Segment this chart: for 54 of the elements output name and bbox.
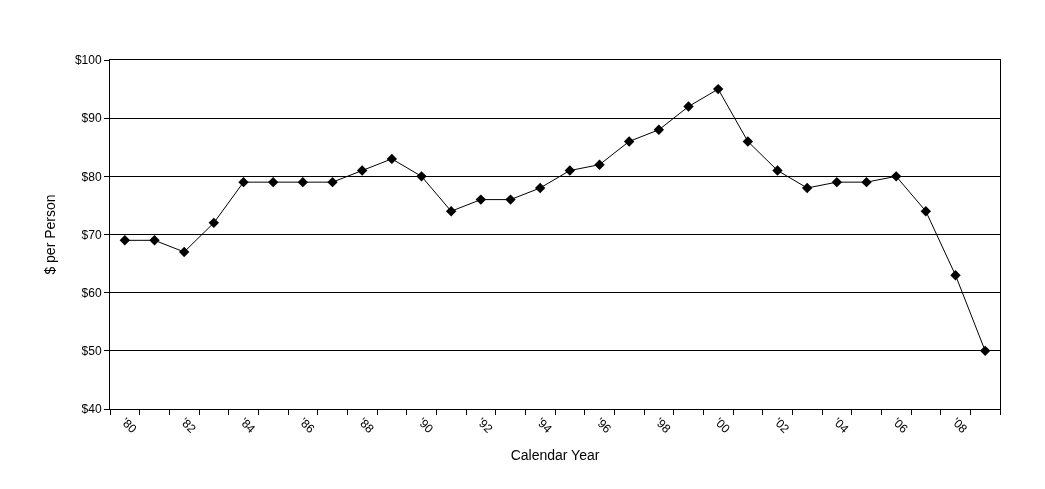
- point: [564, 165, 576, 176]
- point: [475, 194, 487, 205]
- point: [356, 165, 368, 176]
- point: [623, 136, 635, 147]
- point: [861, 176, 872, 188]
- point: [119, 235, 131, 246]
- point: [979, 345, 991, 357]
- point: [297, 176, 309, 188]
- x-tick-label: '82: [177, 414, 199, 437]
- point: [742, 136, 754, 147]
- x-tick-label: '96: [593, 414, 615, 437]
- point: [208, 217, 220, 229]
- x-tick-label: '06: [889, 414, 911, 437]
- x-tick-label: '86: [296, 414, 318, 437]
- point: [178, 246, 190, 258]
- x-tick-label: '90: [415, 414, 437, 437]
- x-axis-title: Calendar Year: [510, 447, 600, 464]
- point: [890, 171, 902, 182]
- x-tick-label: '88: [355, 414, 377, 437]
- point: [772, 165, 783, 176]
- x-tick-label: '80: [118, 414, 140, 437]
- point: [831, 176, 843, 188]
- point: [683, 101, 694, 112]
- y-tick-label: $60: [81, 285, 102, 300]
- point: [238, 176, 249, 188]
- point: [416, 171, 427, 182]
- point: [445, 206, 457, 217]
- point: [594, 159, 605, 170]
- point: [267, 176, 279, 188]
- point: [712, 83, 724, 95]
- point: [801, 182, 813, 194]
- x-tick-label: '84: [237, 414, 259, 437]
- y-tick-label: $40: [81, 402, 102, 417]
- x-tick-label: '92: [474, 414, 496, 437]
- point: [327, 176, 338, 188]
- point: [534, 182, 546, 194]
- x-tick-label: '08: [949, 414, 971, 437]
- x-tick-label: '00: [711, 414, 733, 437]
- y-tick-label: $70: [81, 227, 102, 242]
- point: [950, 270, 961, 281]
- point: [653, 124, 665, 135]
- point: [920, 206, 932, 217]
- y-tick-label: $80: [81, 169, 102, 184]
- y-tick-label: $100: [74, 53, 102, 68]
- y-tick-label: $90: [81, 111, 102, 126]
- point: [386, 153, 398, 165]
- point: [149, 235, 160, 246]
- x-tick-label: '04: [830, 414, 852, 437]
- x-tick-label: '94: [533, 414, 555, 437]
- x-tick-label: '02: [771, 414, 793, 437]
- y-tick-label: $50: [81, 344, 102, 359]
- y-axis-title: $ per Person: [42, 194, 59, 275]
- x-tick-label: '98: [652, 414, 674, 437]
- point: [505, 194, 516, 205]
